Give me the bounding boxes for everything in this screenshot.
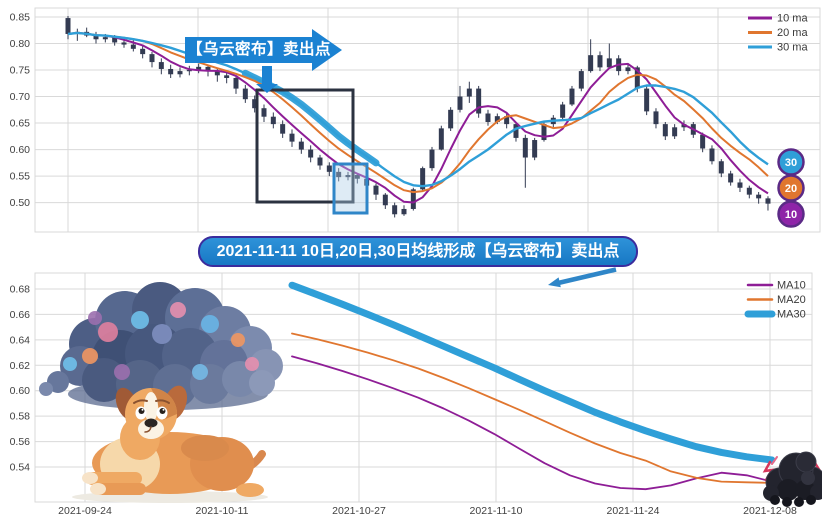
svg-text:0.56: 0.56 (10, 436, 31, 448)
ma-line-20ma (67, 31, 769, 194)
svg-text:0.58: 0.58 (10, 411, 31, 423)
svg-text:0.55: 0.55 (10, 171, 31, 183)
sell-point-highlight-box (332, 162, 369, 215)
svg-text:20 ma: 20 ma (777, 27, 808, 39)
storm-cloud-illustration (39, 282, 283, 410)
ma-badge-20: 20 (777, 174, 805, 202)
ma-badge-30: 30 (777, 148, 805, 176)
svg-text:0.60: 0.60 (10, 144, 31, 156)
svg-text:0.75: 0.75 (10, 65, 31, 77)
top-legend: 10 ma 20 ma 30 ma (748, 13, 808, 54)
svg-text:2021-11-24: 2021-11-24 (607, 505, 660, 517)
top-candlestick-chart: 0.85 0.80 0.75 0.70 0.65 0.60 0.55 0.50 10 ma 20 … (10, 7, 821, 233)
svg-text:30 ma: 30 ma (777, 42, 808, 54)
svg-text:10 ma: 10 ma (777, 13, 808, 25)
svg-text:10: 10 (785, 209, 797, 221)
svg-text:MA20: MA20 (777, 294, 806, 306)
svg-text:2021-10-11: 2021-10-11 (196, 505, 249, 517)
svg-text:0.64: 0.64 (10, 334, 31, 346)
banner-pointer-arrow (555, 267, 617, 286)
bottom-legend: MA10 MA20 MA30 (744, 280, 806, 321)
svg-text:20: 20 (785, 183, 797, 195)
svg-text:2021-11-10: 2021-11-10 (470, 505, 523, 517)
candlesticks (65, 15, 771, 218)
svg-text:0.68: 0.68 (10, 284, 31, 296)
bottom-line-MA10 (291, 355, 773, 491)
sad-dog-illustration (72, 385, 268, 503)
svg-text:0.54: 0.54 (10, 461, 31, 473)
svg-text:2021-10-27: 2021-10-27 (332, 505, 386, 517)
svg-text:2021-09-24: 2021-09-24 (58, 505, 112, 517)
ma-badge-10: 10 (777, 200, 805, 228)
dark-cloud-callout-banner (185, 29, 342, 71)
svg-text:0.65: 0.65 (10, 118, 31, 130)
ma-line-10ma (67, 31, 769, 204)
svg-text:0.50: 0.50 (10, 197, 31, 209)
svg-text:0.80: 0.80 (10, 38, 31, 50)
svg-text:0.66: 0.66 (10, 309, 31, 321)
svg-text:2021-12-08: 2021-12-08 (743, 505, 797, 517)
black-cloud-illustration (762, 451, 822, 507)
ma-zoom-chart: 0.68 0.66 0.64 0.62 0.60 0.58 0.56 0.54 2021-09-… (10, 267, 822, 517)
ma-line-30ma (67, 31, 769, 188)
top-grid: 0.85 0.80 0.75 0.70 0.65 0.60 0.55 0.50 (10, 7, 821, 233)
svg-text:0.85: 0.85 (10, 12, 31, 24)
svg-text:0.62: 0.62 (10, 360, 31, 372)
bottom-line-MA30 (288, 281, 776, 464)
svg-text:0.60: 0.60 (10, 385, 31, 397)
svg-text:MA30: MA30 (777, 309, 806, 321)
svg-text:MA10: MA10 (777, 280, 806, 292)
callout-down-arrow (262, 66, 272, 84)
signal-banner: 2021-11-11 10日,20日,30日均线形成【乌云密布】卖出点 (198, 236, 638, 267)
svg-text:30: 30 (785, 157, 797, 169)
dark-cloud-highlight-box (255, 88, 355, 204)
svg-text:0.70: 0.70 (10, 91, 31, 103)
bottom-line-MA20 (291, 332, 773, 484)
